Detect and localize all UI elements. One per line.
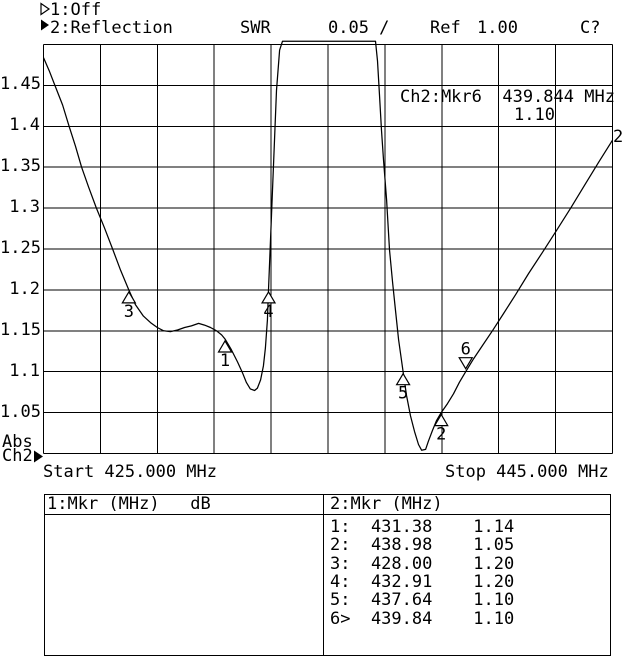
marker-triangle-icon: [458, 357, 474, 370]
marker-triangle-icon: [217, 339, 233, 353]
y-axis-tick-label: 1.05: [0, 401, 41, 422]
ch1-inactive-triangle-icon: [40, 2, 51, 16]
marker-4: 4: [260, 290, 277, 322]
marker-table-row: 6> 439.84 1.10: [330, 608, 515, 629]
marker-table-header-rule: [44, 514, 611, 515]
marker-number-label: 5: [398, 384, 408, 404]
trace-markers: 1 2 3 4 5 6: [121, 290, 474, 445]
marker-table-row: 2: 438.98 1.05: [330, 535, 515, 556]
marker-table-row: 5: 437.64 1.10: [330, 590, 515, 611]
marker-triangle-icon: [395, 372, 411, 386]
marker-1: 1: [217, 339, 233, 371]
trace-number-label: 2: [613, 127, 624, 147]
cal-status: C?: [580, 18, 601, 38]
stop-frequency-label: Stop 445.000 MHz: [445, 462, 609, 482]
marker-table-row: 4: 432.91 1.20: [330, 571, 515, 592]
active-marker-readout-line2: 1.10: [514, 105, 555, 125]
channel2-status: 2:Reflection: [50, 18, 173, 38]
marker-number-label: 3: [124, 302, 134, 322]
marker-number-label: 1: [220, 351, 230, 371]
start-frequency-label: Start 425.000 MHz: [43, 462, 217, 482]
active-marker-readout-line1: Ch2:Mkr6 439.844 MHz: [400, 87, 615, 107]
marker-table-left-header: 1:Mkr (MHz) dB: [47, 494, 211, 514]
channel-label: Ch2: [2, 446, 33, 466]
y-axis-tick-label: 1.15: [0, 319, 41, 340]
y-axis-tick-label: 1.3: [9, 197, 40, 218]
marker-3: 3: [121, 290, 137, 322]
y-axis-tick-label: 1.2: [9, 278, 40, 299]
abs-label: Abs: [2, 432, 33, 452]
marker-triangle-icon: [260, 290, 277, 304]
y-axis-tick-label: 1.4: [9, 115, 40, 136]
scale-per-division: 0.05 /: [328, 18, 390, 38]
ch2-axis-pointer-icon: [34, 450, 43, 463]
y-axis-tick-label: 1.45: [0, 74, 41, 95]
ref-value: 1.00: [477, 18, 518, 38]
marker-number-label: 6: [461, 340, 471, 360]
marker-table-row: 1: 431.38 1.14: [330, 517, 515, 537]
marker-triangle-icon: [433, 413, 449, 427]
marker-number-label: 2: [436, 425, 446, 445]
measurement-format-label: SWR: [240, 18, 271, 38]
marker-table-right-header: 2:Mkr (MHz): [330, 494, 443, 514]
marker-table: [44, 494, 611, 656]
y-axis-tick-label: 1.1: [9, 360, 40, 381]
marker-2: 2: [433, 413, 449, 445]
swr-trace-path: [42, 40, 614, 451]
marker-5: 5: [395, 372, 411, 404]
y-axis-tick-label: 1.35: [0, 156, 41, 177]
marker-6-active: 6: [458, 340, 474, 370]
marker-table-divider: [323, 494, 324, 656]
ch2-active-triangle-icon: [41, 19, 49, 31]
ref-label: Ref: [430, 18, 461, 38]
graticule: [43, 44, 613, 454]
swr-trace: [42, 40, 614, 451]
channel1-status: 1:Off: [50, 0, 102, 20]
y-axis-tick-label: 1.25: [0, 238, 41, 258]
marker-triangle-icon: [121, 290, 137, 304]
marker-number-label: 4: [263, 302, 273, 322]
marker-table-row: 3: 428.00 1.20: [330, 553, 515, 574]
